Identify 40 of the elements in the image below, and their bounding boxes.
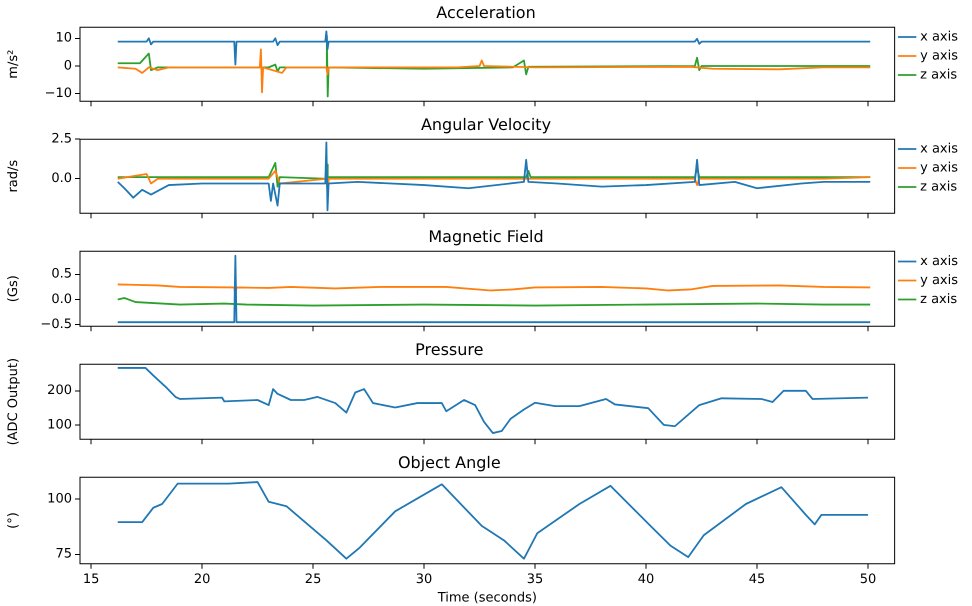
y-tick-label: −0.5 xyxy=(40,317,72,332)
y-axis-title: (ADC Output) xyxy=(6,358,22,446)
legend-label: y axis xyxy=(920,48,958,64)
y-tick-label: 75 xyxy=(55,546,72,562)
chart-title: Angular Velocity xyxy=(420,114,552,134)
y-axis-title: (Gs) xyxy=(6,275,22,302)
x-tick-label: 35 xyxy=(526,572,544,587)
y-tick-label: 100 xyxy=(47,417,72,432)
y-axis-title: rad/s xyxy=(6,160,22,193)
x-axis-title: Time (seconds) xyxy=(436,590,537,606)
legend-label: z axis xyxy=(920,67,958,82)
legend-label: x axis xyxy=(920,29,958,44)
y-axis-title: (°) xyxy=(6,512,22,529)
y-tick-label: 0.5 xyxy=(51,266,72,282)
x-tick-label: 30 xyxy=(416,572,432,587)
chart-title: Pressure xyxy=(415,340,484,359)
chart-title: Acceleration xyxy=(436,2,536,22)
y-axis-title: m/s² xyxy=(6,50,22,79)
legend-label: y axis xyxy=(920,272,958,288)
x-tick-label: 15 xyxy=(82,572,100,587)
chart-title: Object Angle xyxy=(398,452,501,472)
chart-title: Magnetic Field xyxy=(428,226,544,246)
legend-label: y axis xyxy=(920,160,958,176)
y-tick-label: −10 xyxy=(44,86,72,102)
x-tick-label: 40 xyxy=(638,572,654,587)
y-tick-label: 0 xyxy=(64,58,72,74)
y-tick-label: 0.0 xyxy=(51,292,72,307)
y-tick-label: 10 xyxy=(55,30,72,46)
y-tick-label: 100 xyxy=(47,491,72,506)
legend-label: x axis xyxy=(920,254,958,269)
x-tick-label: 50 xyxy=(860,572,876,587)
x-tick-label: 45 xyxy=(748,572,766,587)
x-tick-label: 25 xyxy=(304,572,322,587)
y-tick-label: 2.5 xyxy=(51,132,72,147)
legend-label: x axis xyxy=(920,141,958,156)
y-tick-label: 0.0 xyxy=(51,171,72,186)
y-tick-label: 200 xyxy=(47,383,72,398)
legend-label: z axis xyxy=(920,292,958,307)
legend-label: z axis xyxy=(920,179,958,194)
x-tick-label: 20 xyxy=(194,572,210,587)
